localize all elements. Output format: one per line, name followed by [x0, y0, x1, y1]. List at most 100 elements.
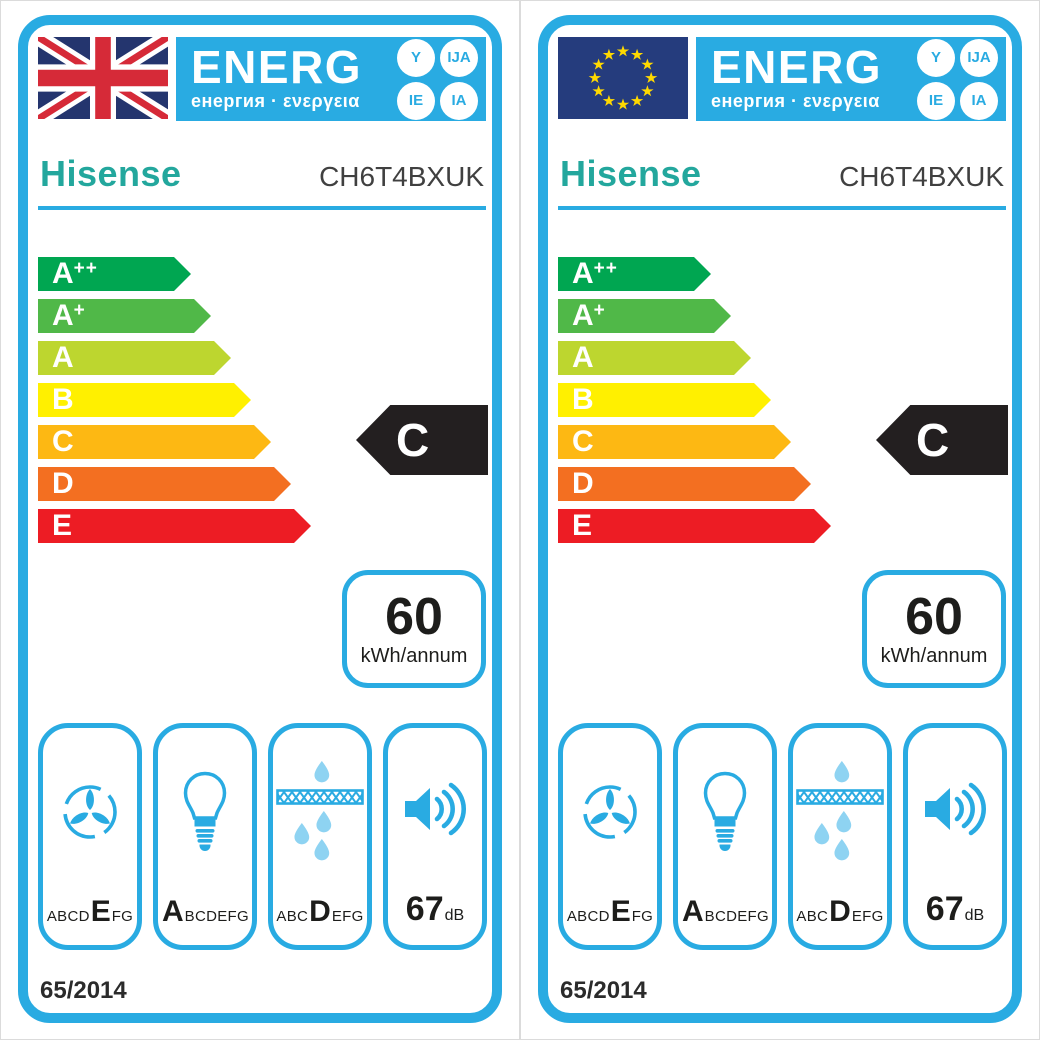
model-number: CH6T4BXUK — [839, 161, 1004, 192]
rating-grade: C — [916, 414, 950, 466]
rating-grade: C — [396, 414, 430, 466]
scale-row-b: B — [38, 383, 251, 417]
scale-row-d: D — [38, 467, 291, 501]
light-bulb-icon — [678, 728, 772, 895]
energy-scale: A++ A+ A B C D E — [558, 257, 831, 551]
scale-grade: D — [829, 895, 851, 928]
noise-db-value: 67 — [925, 890, 964, 928]
scale-grade: D — [52, 467, 74, 500]
scale-suffix: EFG — [331, 908, 364, 925]
suffix-bubble-ija: IJA — [440, 38, 478, 77]
scale-row-a-plus: A+ — [38, 299, 211, 333]
label-header: ENERG енергия · ενεργεια Y IJA IE IA — [558, 37, 1006, 121]
energy-consumption-box: 60 kWh/annum — [342, 570, 486, 688]
regulation-number: 65/2014 — [40, 977, 127, 1004]
scale-grade: A — [682, 895, 704, 928]
speaker-icon — [908, 728, 1002, 890]
suffix-bubble-ie: IE — [397, 81, 435, 120]
banner-title: ENERG — [711, 40, 883, 93]
scale-grade: C — [52, 425, 74, 458]
scale-grade: D — [309, 895, 331, 928]
scale-row-a: A — [558, 341, 751, 375]
suffix-bubble-ie: IE — [917, 81, 955, 120]
banner-title: ENERG — [191, 40, 363, 93]
noise-box: 67 dB — [903, 723, 1007, 950]
divider — [558, 206, 1006, 210]
noise-db-unit: dB — [444, 907, 465, 924]
grease-filtering-box: ABC D EFG — [788, 723, 892, 950]
eu-energy-label-panel: ENERG енергия · ενεργεια Y IJA IE IA His… — [520, 0, 1040, 1040]
consumption-value: 60 — [905, 587, 963, 646]
scale-grade: A — [52, 257, 74, 290]
noise-db-unit: dB — [964, 907, 985, 924]
suffix-bubble-ia: IA — [960, 81, 998, 120]
model-number: CH6T4BXUK — [319, 161, 484, 192]
scale-grade: A — [162, 895, 184, 928]
scale-grade-sup: + — [593, 300, 606, 321]
rating-pointer: C — [876, 405, 1008, 475]
noise-db-value: 67 — [405, 890, 444, 928]
lighting-efficiency-box: A BCDEFG — [153, 723, 257, 950]
suffix-bubble-ija: IJA — [960, 38, 998, 77]
rating-pointer: C — [356, 405, 488, 475]
grease-filter-icon — [793, 728, 887, 895]
grease-filtering-scale: ABC D EFG — [276, 895, 363, 929]
fan-icon — [43, 728, 137, 895]
brand-logo: Hisense — [560, 153, 702, 194]
scale-grade: E — [610, 895, 631, 928]
energy-banner: ENERG енергия · ενεργεια Y IJA IE IA — [176, 37, 486, 121]
energy-scale: A++ A+ A B C D E — [38, 257, 311, 551]
consumption-unit: kWh/annum — [360, 644, 468, 667]
scale-grade: A — [572, 257, 594, 290]
noise-value: 67 dB — [406, 890, 464, 929]
scale-grade-sup: + — [73, 300, 86, 321]
banner-language-suffixes: Y IJA IE IA — [917, 38, 998, 120]
suffix-bubble-y: Y — [397, 38, 435, 77]
fluid-efficiency-scale: ABCD E FG — [47, 895, 133, 929]
grease-filter-icon — [273, 728, 367, 895]
suffix-bubble-y: Y — [917, 38, 955, 77]
water-droplet-icon — [294, 760, 332, 860]
scale-grade: B — [52, 383, 74, 416]
grease-filtering-scale: ABC D EFG — [796, 895, 883, 929]
scale-suffix: BCDEFG — [184, 908, 249, 925]
scale-row-a-plus-plus: A++ — [38, 257, 191, 291]
scale-suffix: FG — [111, 908, 134, 925]
scale-row-c: C — [558, 425, 791, 459]
uk-label-frame: ENERG енергия · ενεργεια Y IJA IE IA His… — [18, 15, 502, 1023]
eu-flag-icon — [558, 37, 688, 119]
lighting-efficiency-scale: A BCDEFG — [161, 895, 249, 929]
scale-row-a-plus: A+ — [558, 299, 731, 333]
banner-subtitle: енергия · ενεργεια — [711, 91, 880, 112]
scale-grade-sup: ++ — [73, 258, 98, 279]
fluid-efficiency-box: ABCD E FG — [38, 723, 142, 950]
scale-prefix: ABCD — [46, 908, 90, 925]
scale-row-e: E — [558, 509, 831, 543]
scale-grade: A — [572, 299, 594, 332]
scale-row-d: D — [558, 467, 811, 501]
water-droplet-icon — [814, 760, 852, 860]
scale-row-a: A — [38, 341, 231, 375]
scale-suffix: BCDEFG — [704, 908, 769, 925]
fluid-efficiency-scale: ABCD E FG — [567, 895, 653, 929]
banner-language-suffixes: Y IJA IE IA — [397, 38, 478, 120]
label-header: ENERG енергия · ενεργεια Y IJA IE IA — [38, 37, 486, 121]
divider — [38, 206, 486, 210]
scale-grade: A — [572, 341, 594, 374]
banner-text: ENERG енергия · ενεργεια — [711, 40, 917, 112]
light-bulb-icon — [158, 728, 252, 895]
lighting-efficiency-scale: A BCDEFG — [681, 895, 769, 929]
consumption-value: 60 — [385, 587, 443, 646]
scale-grade: D — [572, 467, 594, 500]
scale-grade: C — [572, 425, 594, 458]
scale-grade: B — [572, 383, 594, 416]
lighting-efficiency-box: A BCDEFG — [673, 723, 777, 950]
uk-flag-icon — [38, 37, 168, 119]
banner-text: ENERG енергия · ενεργεια — [191, 40, 397, 112]
noise-box: 67 dB — [383, 723, 487, 950]
scale-row-a-plus-plus: A++ — [558, 257, 711, 291]
scale-suffix: EFG — [851, 908, 884, 925]
scale-suffix: FG — [631, 908, 654, 925]
fluid-efficiency-box: ABCD E FG — [558, 723, 662, 950]
